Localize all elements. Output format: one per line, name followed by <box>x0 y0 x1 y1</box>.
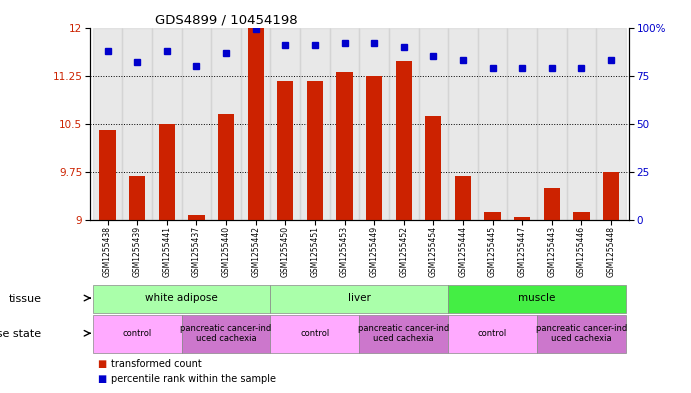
Bar <box>366 76 382 220</box>
Bar <box>300 28 330 220</box>
Bar <box>211 28 241 220</box>
Text: control: control <box>122 329 152 338</box>
Bar <box>395 61 412 220</box>
Bar <box>159 124 175 220</box>
Text: disease state: disease state <box>0 329 41 339</box>
Bar <box>270 315 359 353</box>
Bar <box>188 215 205 220</box>
Bar <box>455 176 471 220</box>
Text: muscle: muscle <box>518 293 556 303</box>
Text: pancreatic cancer-ind
uced cachexia: pancreatic cancer-ind uced cachexia <box>180 323 272 343</box>
Bar <box>574 212 589 220</box>
Text: pancreatic cancer-ind
uced cachexia: pancreatic cancer-ind uced cachexia <box>536 323 627 343</box>
Bar <box>484 212 501 220</box>
Bar <box>270 28 300 220</box>
Bar <box>389 28 419 220</box>
Bar <box>330 28 359 220</box>
Text: control: control <box>478 329 507 338</box>
Text: pancreatic cancer-ind
uced cachexia: pancreatic cancer-ind uced cachexia <box>358 323 449 343</box>
Text: control: control <box>301 329 330 338</box>
Bar <box>567 28 596 220</box>
Bar <box>241 28 270 220</box>
Bar <box>537 315 626 353</box>
Bar <box>122 28 152 220</box>
Bar <box>93 315 182 353</box>
Bar <box>93 28 122 220</box>
Bar <box>129 176 145 220</box>
Text: ■: ■ <box>97 374 106 384</box>
Bar <box>277 81 294 220</box>
Bar <box>152 28 182 220</box>
Bar <box>544 188 560 220</box>
Bar <box>93 285 270 313</box>
Text: ■: ■ <box>97 358 106 369</box>
Bar <box>448 315 537 353</box>
Bar <box>337 72 352 220</box>
Text: transformed count: transformed count <box>111 358 201 369</box>
Bar <box>537 28 567 220</box>
Bar <box>603 172 619 220</box>
Text: liver: liver <box>348 293 371 303</box>
Bar <box>507 28 537 220</box>
Bar <box>100 130 115 220</box>
Bar <box>182 28 211 220</box>
Text: white adipose: white adipose <box>145 293 218 303</box>
Bar <box>514 217 530 220</box>
Bar <box>247 28 264 220</box>
Bar <box>359 315 448 353</box>
Bar <box>359 28 389 220</box>
Text: tissue: tissue <box>8 294 41 304</box>
Bar <box>596 28 626 220</box>
Bar <box>477 28 507 220</box>
Text: GDS4899 / 10454198: GDS4899 / 10454198 <box>155 13 297 26</box>
Bar <box>448 28 477 220</box>
Bar <box>307 81 323 220</box>
Bar <box>182 315 270 353</box>
Bar <box>425 116 442 220</box>
Bar <box>218 114 234 220</box>
Text: percentile rank within the sample: percentile rank within the sample <box>111 374 276 384</box>
Bar <box>270 285 448 313</box>
Bar <box>448 285 626 313</box>
Bar <box>419 28 448 220</box>
